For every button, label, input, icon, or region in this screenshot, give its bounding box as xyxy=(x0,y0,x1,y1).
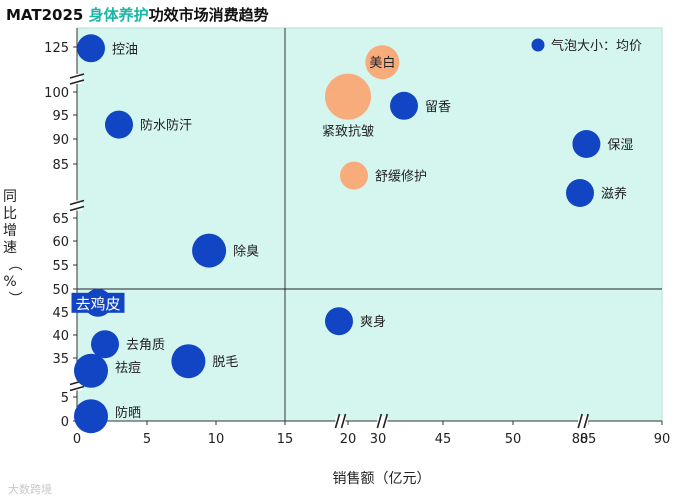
x-tick-label: 50 xyxy=(505,432,522,447)
bubble-label: 美白 xyxy=(369,55,395,71)
y-tick-label: 55 xyxy=(52,259,69,274)
legend-label: 气泡大小：均价 xyxy=(551,38,642,54)
y-tick-label: 45 xyxy=(52,306,69,321)
bubble-label: 防水防汗 xyxy=(140,118,192,134)
x-tick-label: 15 xyxy=(277,432,294,447)
y-tick-label: 90 xyxy=(52,133,69,148)
y-tick-label: 100 xyxy=(44,86,69,101)
chart-title: MAT2025 身体养护功效市场消费趋势 xyxy=(6,6,269,24)
bubble-point xyxy=(77,34,105,63)
x-axis-break-gap xyxy=(377,416,388,426)
bubble-label: 去鸡皮 xyxy=(75,295,120,313)
x-tick-label: 45 xyxy=(435,432,452,447)
x-axis-break-slash xyxy=(583,413,589,429)
y-axis-title-char: （ xyxy=(6,257,22,271)
bubble-point xyxy=(340,161,368,190)
bubble-point xyxy=(105,110,133,139)
y-axis-title-char: % xyxy=(3,274,16,290)
y-axis-break-slash xyxy=(69,385,85,392)
bubble-label: 祛痘 xyxy=(115,360,141,376)
y-axis-break-slash xyxy=(69,73,85,79)
y-tick-label: 60 xyxy=(52,235,69,250)
y-axis-title-char: 同 xyxy=(3,189,17,205)
y-tick-label: 125 xyxy=(44,41,69,56)
bubble-label: 爽身 xyxy=(360,314,386,330)
x-axis-break-slash xyxy=(376,413,383,429)
bubble-label: 防晒 xyxy=(115,405,141,421)
legend-swatch xyxy=(531,38,545,52)
y-axis-break-slash xyxy=(69,205,85,212)
x-axis-title: 销售额（亿元） xyxy=(333,471,431,487)
y-tick-label: 50 xyxy=(52,283,69,298)
x-tick-label: 5 xyxy=(143,432,151,447)
y-tick-label: 35 xyxy=(52,352,69,367)
y-axis-break-gap xyxy=(72,74,82,84)
bubble-label-highlight-bg xyxy=(71,292,125,313)
bubble-point xyxy=(365,45,400,80)
y-tick-label: 5 xyxy=(61,391,69,406)
x-axis-break-gap xyxy=(578,416,589,426)
x-tick-label: 0 xyxy=(73,432,81,447)
watermark: 大数跨境 xyxy=(8,483,52,496)
bubble-point xyxy=(192,233,227,268)
y-axis-title-char: 速 xyxy=(3,240,17,256)
y-tick-label: 95 xyxy=(52,109,69,124)
x-tick-label: 90 xyxy=(654,432,671,447)
x-axis-break-slash xyxy=(340,413,347,429)
bubble-point xyxy=(572,130,601,158)
x-axis-break-gap xyxy=(335,416,346,426)
y-axis-break-slash xyxy=(69,79,85,85)
x-axis-break-slash xyxy=(577,413,583,429)
x-axis-break-slash xyxy=(382,413,389,429)
bubble-point xyxy=(325,307,353,336)
x-tick-label: 10 xyxy=(208,432,225,447)
y-tick-label: 85 xyxy=(52,158,69,173)
x-axis-break-slash xyxy=(334,413,341,429)
bubble-label: 留香 xyxy=(425,100,451,115)
bubble-point xyxy=(325,73,371,120)
y-axis-title-char: 增 xyxy=(3,223,17,239)
plot-background xyxy=(76,27,663,422)
y-axis-title-char: 比 xyxy=(3,206,17,222)
y-axis-break-gap xyxy=(72,200,82,211)
bubble-label: 滋养 xyxy=(601,186,627,202)
y-axis-break-gap xyxy=(72,380,82,391)
bubble-label: 紧致抗皱 xyxy=(322,124,374,140)
bubble-point xyxy=(91,330,119,359)
bubble-point xyxy=(390,91,418,120)
x-tick-label: 80 xyxy=(572,432,589,447)
y-tick-label: 40 xyxy=(52,329,69,344)
bubble-label: 除臭 xyxy=(233,245,259,260)
y-tick-label: 65 xyxy=(52,212,69,227)
bubble-label: 去角质 xyxy=(126,338,165,353)
bubble-label: 舒缓修护 xyxy=(375,170,427,185)
y-tick-label: 0 xyxy=(61,415,69,430)
bubble-point xyxy=(566,179,594,207)
bubble-label: 控油 xyxy=(112,42,138,57)
bubble-point xyxy=(74,353,108,388)
y-axis-break-slash xyxy=(69,199,85,206)
y-axis-title-char: ） xyxy=(6,291,22,305)
bubble-label: 脱毛 xyxy=(212,355,238,370)
x-tick-label: 20 xyxy=(340,432,357,447)
x-tick-label: 30 xyxy=(370,432,387,447)
bubble-label: 保湿 xyxy=(607,138,633,153)
x-tick-label: 85 xyxy=(580,432,597,447)
bubble-point xyxy=(74,399,108,434)
bubble-point xyxy=(171,344,206,379)
